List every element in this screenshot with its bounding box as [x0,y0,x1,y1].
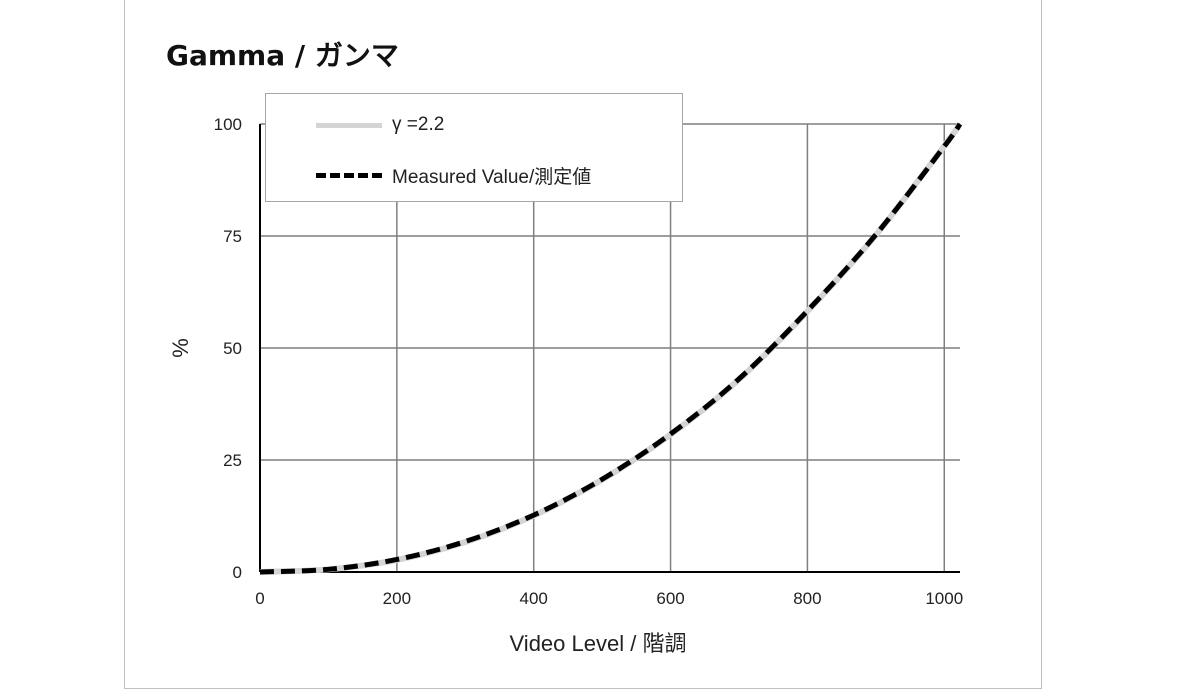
x-tick-label: 200 [383,589,411,608]
y-tick-label: 0 [233,563,242,582]
legend-label-measured: Measured Value/測定値 [392,167,592,188]
series-line-measured [259,122,963,575]
legend-item-gamma: γ =2.2 [316,114,444,136]
x-tick-label: 0 [255,589,264,608]
x-tick-label: 800 [793,589,821,608]
x-tick-label: 600 [656,589,684,608]
y-tick-label: 25 [223,451,242,470]
legend-swatch-gamma [316,122,382,128]
x-tick-label: 400 [520,589,548,608]
y-tick-label: 50 [223,339,242,358]
legend: γ =2.2 Measured Value/測定値 [265,93,683,202]
legend-item-measured: Measured Value/測定値 [316,162,591,189]
legend-label-gamma: γ =2.2 [392,114,445,135]
tick-labels: 0 200 400 600 800 1000 0 25 50 75 100 [214,115,964,608]
x-tick-label: 1000 [925,589,963,608]
grid-lines [260,123,960,572]
chart-title: Gamma / ガンマ [166,39,399,72]
x-axis-title: Video Level / 階調 [510,631,687,656]
y-tick-label: 75 [223,227,242,246]
y-axis-title: % [168,338,193,358]
legend-swatch-measured [316,173,382,178]
series-lines [259,122,963,575]
axes [259,124,960,573]
y-tick-label: 100 [214,115,242,134]
